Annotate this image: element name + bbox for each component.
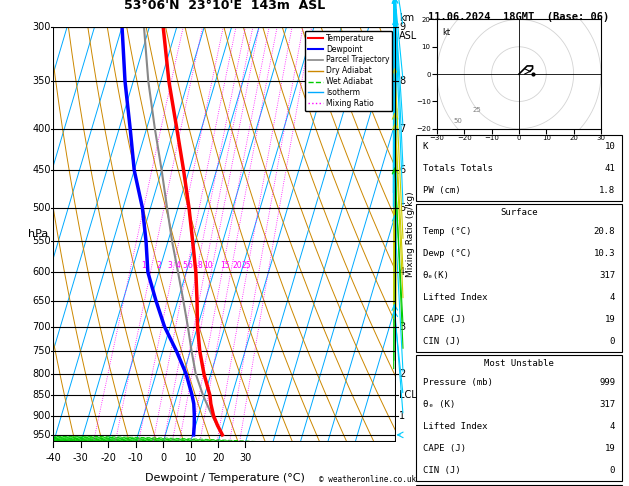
- Text: 5: 5: [399, 203, 405, 212]
- Text: 10: 10: [184, 452, 197, 463]
- Bar: [416, 485, 621, 486]
- Text: 1: 1: [142, 261, 146, 270]
- Text: -40: -40: [45, 452, 62, 463]
- Text: 0: 0: [610, 336, 615, 346]
- Text: 600: 600: [32, 267, 51, 277]
- Text: 900: 900: [32, 411, 51, 421]
- Text: CIN (J): CIN (J): [423, 466, 460, 475]
- Text: 1: 1: [399, 411, 405, 421]
- Text: -20: -20: [101, 452, 116, 463]
- Text: 2: 2: [399, 369, 405, 379]
- Text: 550: 550: [32, 236, 51, 246]
- Text: 50: 50: [454, 118, 462, 124]
- Text: 300: 300: [32, 22, 51, 32]
- Text: 3: 3: [167, 261, 172, 270]
- Text: 4: 4: [610, 422, 615, 431]
- Text: -10: -10: [128, 452, 143, 463]
- Text: 20: 20: [212, 452, 224, 463]
- Text: 4: 4: [610, 293, 615, 302]
- Text: 15: 15: [220, 261, 230, 270]
- Text: 10.3: 10.3: [594, 249, 615, 258]
- Text: θₑ (K): θₑ (K): [423, 400, 455, 409]
- Text: K: K: [423, 142, 428, 151]
- Text: CAPE (J): CAPE (J): [423, 444, 465, 453]
- Text: 700: 700: [32, 322, 51, 332]
- Text: Dewpoint / Temperature (°C): Dewpoint / Temperature (°C): [145, 473, 305, 484]
- Text: 10: 10: [203, 261, 213, 270]
- Text: 317: 317: [599, 271, 615, 280]
- Text: 19: 19: [604, 444, 615, 453]
- Text: 999: 999: [599, 378, 615, 387]
- Text: 30: 30: [239, 452, 252, 463]
- Text: 800: 800: [32, 369, 51, 379]
- Text: ASL: ASL: [399, 31, 417, 41]
- Bar: [416, 355, 621, 481]
- Text: -30: -30: [73, 452, 89, 463]
- Text: Totals Totals: Totals Totals: [423, 164, 493, 173]
- Text: 0: 0: [610, 466, 615, 475]
- Text: 20: 20: [232, 261, 242, 270]
- Text: 5: 5: [182, 261, 187, 270]
- Text: Dewp (°C): Dewp (°C): [423, 249, 471, 258]
- Text: 950: 950: [32, 430, 51, 440]
- Text: 6: 6: [399, 165, 405, 175]
- Text: LCL: LCL: [399, 390, 417, 400]
- Text: θₑ(K): θₑ(K): [423, 271, 450, 280]
- Text: 400: 400: [32, 123, 51, 134]
- Text: 4: 4: [399, 267, 405, 277]
- Text: Surface: Surface: [500, 208, 538, 217]
- Text: 10: 10: [604, 142, 615, 151]
- Text: 9: 9: [399, 22, 405, 32]
- Text: Pressure (mb): Pressure (mb): [423, 378, 493, 387]
- Text: 650: 650: [32, 295, 51, 306]
- Text: Most Unstable: Most Unstable: [484, 359, 554, 368]
- Text: 350: 350: [32, 76, 51, 87]
- Text: 750: 750: [32, 346, 51, 356]
- Bar: [416, 136, 621, 201]
- Legend: Temperature, Dewpoint, Parcel Trajectory, Dry Adiabat, Wet Adiabat, Isotherm, Mi: Temperature, Dewpoint, Parcel Trajectory…: [304, 31, 392, 111]
- Text: 20.8: 20.8: [594, 227, 615, 236]
- Text: 3: 3: [399, 322, 405, 332]
- Text: 1.8: 1.8: [599, 186, 615, 194]
- Bar: [416, 205, 621, 352]
- Text: 4: 4: [175, 261, 181, 270]
- Text: 450: 450: [32, 165, 51, 175]
- Text: 850: 850: [32, 390, 51, 400]
- Text: CIN (J): CIN (J): [423, 336, 460, 346]
- Text: 25: 25: [242, 261, 252, 270]
- Text: © weatheronline.co.uk: © weatheronline.co.uk: [320, 474, 416, 484]
- Text: 25: 25: [472, 107, 481, 113]
- Text: 7: 7: [399, 123, 405, 134]
- Text: hPa: hPa: [28, 229, 48, 240]
- Text: Mixing Ratio (g/kg): Mixing Ratio (g/kg): [406, 191, 415, 278]
- Text: Lifted Index: Lifted Index: [423, 293, 487, 302]
- Text: 19: 19: [604, 314, 615, 324]
- Text: 11.06.2024  18GMT  (Base: 06): 11.06.2024 18GMT (Base: 06): [428, 12, 610, 22]
- Text: 6: 6: [188, 261, 193, 270]
- Text: 8: 8: [198, 261, 203, 270]
- Text: 317: 317: [599, 400, 615, 409]
- Text: 8: 8: [399, 76, 405, 87]
- Text: Temp (°C): Temp (°C): [423, 227, 471, 236]
- Text: 53°06'N  23°10'E  143m  ASL: 53°06'N 23°10'E 143m ASL: [125, 0, 325, 12]
- Text: km: km: [399, 13, 414, 22]
- Text: kt: kt: [442, 28, 450, 36]
- Text: 41: 41: [604, 164, 615, 173]
- Text: 0: 0: [160, 452, 166, 463]
- Text: CAPE (J): CAPE (J): [423, 314, 465, 324]
- Text: 2: 2: [157, 261, 161, 270]
- Text: Lifted Index: Lifted Index: [423, 422, 487, 431]
- Text: PW (cm): PW (cm): [423, 186, 460, 194]
- Text: 500: 500: [32, 203, 51, 212]
